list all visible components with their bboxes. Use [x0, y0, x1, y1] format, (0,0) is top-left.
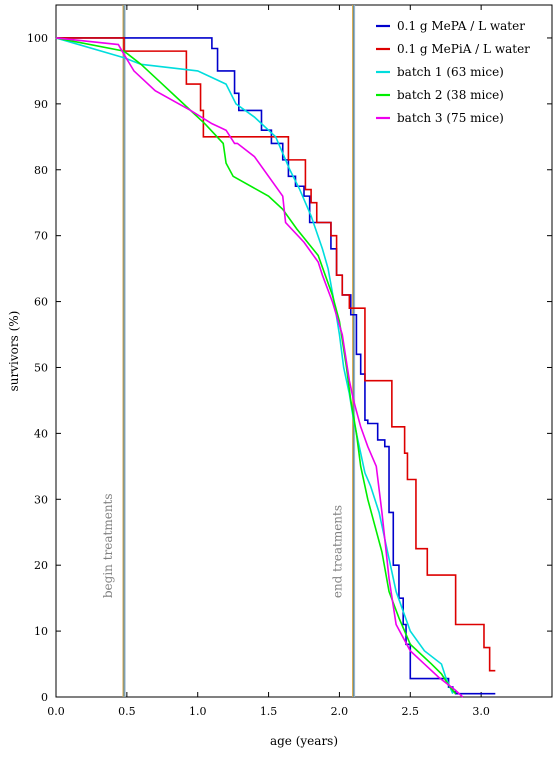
y-tick-label: 0 — [41, 691, 48, 704]
legend: 0.1 g MePA / L water 0.1 g MePiA / L wate… — [376, 19, 530, 125]
y-tick-label: 90 — [34, 98, 48, 111]
y-tick-label: 40 — [34, 427, 48, 440]
x-tick-label: 1.5 — [260, 705, 278, 718]
y-tick-label: 80 — [34, 164, 48, 177]
legend-label: batch 1 (63 mice) — [397, 65, 504, 79]
treatment-markers: begin treatments end treatments — [101, 5, 356, 697]
x-tick-label: 2.0 — [331, 705, 349, 718]
y-tick-label: 50 — [34, 361, 48, 374]
y-tick-label: 70 — [34, 230, 48, 243]
y-tick-label: 60 — [34, 296, 48, 309]
x-tick-label: 3.0 — [472, 705, 490, 718]
legend-label: 0.1 g MePA / L water — [397, 19, 525, 33]
y-tick-label: 20 — [34, 559, 48, 572]
y-tick-label: 100 — [27, 32, 48, 45]
x-axis: 0.0 0.5 1.0 1.5 2.0 2.5 3.0 — [47, 5, 490, 718]
treatment-label: end treatments — [331, 505, 345, 598]
plot-area — [55, 4, 553, 698]
y-tick-label: 30 — [34, 493, 48, 506]
series-line-5 — [55, 37, 464, 698]
x-axis-title: age (years) — [270, 734, 338, 748]
series-line-4 — [55, 37, 457, 695]
legend-label: batch 2 (38 mice) — [397, 88, 504, 102]
y-axis: 0 10 20 30 40 50 60 70 80 90 100 — [27, 32, 552, 704]
y-axis-title: survivors (%) — [7, 311, 21, 392]
x-tick-label: 2.5 — [402, 705, 420, 718]
x-tick-label: 0.0 — [47, 705, 65, 718]
x-tick-label: 1.0 — [189, 705, 207, 718]
series-lines — [55, 37, 496, 698]
legend-label: batch 3 (75 mice) — [397, 111, 504, 125]
series-line-1 — [56, 37, 496, 695]
treatment-label: begin treatments — [101, 493, 115, 598]
legend-label: 0.1 g MePiA / L water — [397, 42, 530, 56]
series-line-3 — [55, 37, 454, 695]
x-tick-label: 0.5 — [118, 705, 136, 718]
y-tick-label: 10 — [34, 625, 48, 638]
series-line-2 — [56, 37, 496, 672]
